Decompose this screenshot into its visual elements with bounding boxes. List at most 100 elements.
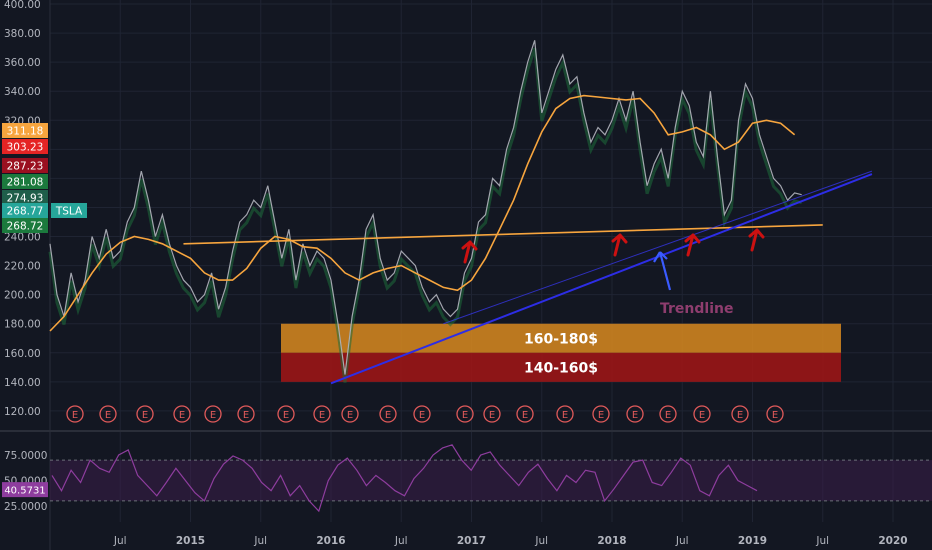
- earnings-marker[interactable]: E: [516, 405, 534, 423]
- y-tick-label: 340.00: [4, 86, 41, 98]
- earnings-label: E: [319, 410, 325, 421]
- price-label-text: 311.18: [7, 126, 44, 138]
- x-tick-label: Jul: [394, 535, 408, 547]
- earnings-label: E: [72, 410, 78, 421]
- x-tick-label: Jul: [253, 535, 267, 547]
- earnings-marker[interactable]: E: [592, 405, 610, 423]
- earnings-marker[interactable]: E: [277, 405, 295, 423]
- earnings-marker[interactable]: E: [379, 405, 397, 423]
- earnings-marker[interactable]: E: [731, 405, 749, 423]
- rsi-tick-label: 25.0000: [4, 501, 47, 513]
- axes: 400.00380.00360.00340.00320.00300.00280.…: [4, 0, 908, 547]
- price-series: [48, 40, 803, 383]
- earnings-marker[interactable]: E: [136, 405, 154, 423]
- price-label-text: 287.23: [7, 161, 44, 173]
- earnings-marker[interactable]: E: [483, 405, 501, 423]
- earnings-circle: [413, 405, 431, 423]
- support-arrow-4: [748, 228, 765, 252]
- trendline-arrow: [653, 251, 672, 291]
- earnings-marker[interactable]: E: [313, 405, 331, 423]
- earnings-circle: [173, 405, 191, 423]
- earnings-circle: [313, 405, 331, 423]
- earnings-label: E: [462, 410, 468, 421]
- earnings-circle: [237, 405, 255, 423]
- earnings-label: E: [419, 410, 425, 421]
- rsi-panel: [50, 444, 932, 513]
- price-label: 311.18: [2, 123, 48, 138]
- earnings-circle: [626, 405, 644, 423]
- earnings-marker[interactable]: E: [766, 405, 784, 423]
- x-tick-label: 2017: [457, 535, 486, 547]
- earnings-circle: [592, 405, 610, 423]
- y-tick-label: 360.00: [4, 57, 41, 69]
- earnings-marker[interactable]: E: [173, 405, 191, 423]
- price-label-bg: [2, 139, 48, 154]
- earnings-label: E: [699, 410, 705, 421]
- earnings-label: E: [283, 410, 289, 421]
- earnings-circle: [516, 405, 534, 423]
- earnings-label: E: [632, 410, 638, 421]
- earnings-marker[interactable]: E: [693, 405, 711, 423]
- rsi-tick-label: 75.0000: [4, 450, 47, 462]
- price-label-bg: [2, 190, 48, 205]
- price-label: 287.23: [2, 158, 48, 173]
- x-tick-label: Jul: [675, 535, 689, 547]
- price-label-text: 281.08: [7, 177, 44, 189]
- x-tick-label: 2018: [597, 535, 626, 547]
- trendline: [330, 173, 873, 385]
- price-label: 281.08: [2, 174, 48, 189]
- earnings-label: E: [105, 410, 111, 421]
- earnings-marker[interactable]: E: [66, 405, 84, 423]
- price-label-text: 274.93: [7, 193, 44, 205]
- earnings-circle: [693, 405, 711, 423]
- earnings-marker[interactable]: E: [626, 405, 644, 423]
- earnings-label: E: [385, 410, 391, 421]
- earnings-marker[interactable]: E: [99, 405, 117, 423]
- earnings-marker[interactable]: E: [413, 405, 431, 423]
- earnings-label: E: [598, 410, 604, 421]
- rsi-value-bg: [2, 482, 48, 498]
- earnings-marker[interactable]: E: [341, 405, 359, 423]
- y-tick-label: 200.00: [4, 290, 41, 302]
- earnings-circle: [136, 405, 154, 423]
- price-label-text: 303.23: [7, 142, 44, 154]
- trendline-upper: [443, 170, 873, 325]
- earnings-label: E: [210, 410, 216, 421]
- earnings-circle: [379, 405, 397, 423]
- symbol-text: TSLA: [55, 206, 83, 218]
- earnings-marker[interactable]: E: [204, 405, 222, 423]
- y-tick-label: 160.00: [4, 348, 41, 360]
- y-tick-label: 120.00: [4, 406, 41, 418]
- moving-average-line: [49, 94, 796, 332]
- price-band: [48, 47, 803, 383]
- y-tick-label: 140.00: [4, 377, 41, 389]
- earnings-marker[interactable]: E: [659, 405, 677, 423]
- x-tick-label: 2019: [738, 535, 767, 547]
- price-label-bg: [2, 203, 48, 218]
- earnings-label: E: [772, 410, 778, 421]
- price-label-bg: [2, 174, 48, 189]
- earnings-label: E: [179, 410, 185, 421]
- earnings-circle: [659, 405, 677, 423]
- rsi-line: [51, 444, 758, 513]
- earnings-label: E: [347, 410, 353, 421]
- earnings-label: E: [562, 410, 568, 421]
- x-tick-label: 2020: [878, 535, 907, 547]
- earnings-marker[interactable]: E: [456, 405, 474, 423]
- earnings-marker[interactable]: E: [556, 405, 574, 423]
- zone-label-lower: 140-160$: [524, 360, 598, 376]
- earnings-marker[interactable]: E: [237, 405, 255, 423]
- x-tick-label: Jul: [113, 535, 127, 547]
- earnings-label: E: [142, 410, 148, 421]
- earnings-circle: [483, 405, 501, 423]
- earnings-label: E: [522, 410, 528, 421]
- y-tick-label: 400.00: [4, 0, 41, 11]
- x-tick-label: Jul: [534, 535, 548, 547]
- y-tick-label: 220.00: [4, 261, 41, 273]
- earnings-circle: [99, 405, 117, 423]
- earnings-circle: [456, 405, 474, 423]
